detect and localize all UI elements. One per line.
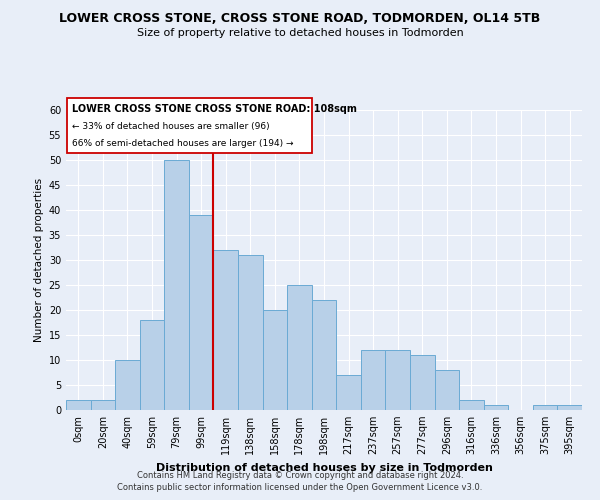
Bar xyxy=(287,285,312,410)
Text: 66% of semi-detached houses are larger (194) →: 66% of semi-detached houses are larger (… xyxy=(72,138,293,147)
Text: Size of property relative to detached houses in Todmorden: Size of property relative to detached ho… xyxy=(137,28,463,38)
Bar xyxy=(214,250,238,410)
Bar xyxy=(533,405,557,410)
X-axis label: Distribution of detached houses by size in Todmorden: Distribution of detached houses by size … xyxy=(155,462,493,472)
Bar xyxy=(410,355,434,410)
Bar xyxy=(189,215,214,410)
Bar xyxy=(459,400,484,410)
Bar xyxy=(66,400,91,410)
Bar xyxy=(263,310,287,410)
Bar xyxy=(115,360,140,410)
Text: LOWER CROSS STONE, CROSS STONE ROAD, TODMORDEN, OL14 5TB: LOWER CROSS STONE, CROSS STONE ROAD, TOD… xyxy=(59,12,541,26)
Text: Contains HM Land Registry data © Crown copyright and database right 2024.: Contains HM Land Registry data © Crown c… xyxy=(137,471,463,480)
Bar xyxy=(484,405,508,410)
Bar xyxy=(164,160,189,410)
Bar xyxy=(361,350,385,410)
Bar xyxy=(140,320,164,410)
Text: LOWER CROSS STONE CROSS STONE ROAD: 108sqm: LOWER CROSS STONE CROSS STONE ROAD: 108s… xyxy=(72,104,357,114)
Bar xyxy=(557,405,582,410)
Text: ← 33% of detached houses are smaller (96): ← 33% of detached houses are smaller (96… xyxy=(72,122,270,130)
Bar xyxy=(336,375,361,410)
Text: Contains public sector information licensed under the Open Government Licence v3: Contains public sector information licen… xyxy=(118,484,482,492)
Bar xyxy=(91,400,115,410)
Bar xyxy=(312,300,336,410)
Bar xyxy=(434,370,459,410)
Y-axis label: Number of detached properties: Number of detached properties xyxy=(34,178,44,342)
Bar xyxy=(238,255,263,410)
Bar xyxy=(385,350,410,410)
FancyBboxPatch shape xyxy=(67,98,312,152)
